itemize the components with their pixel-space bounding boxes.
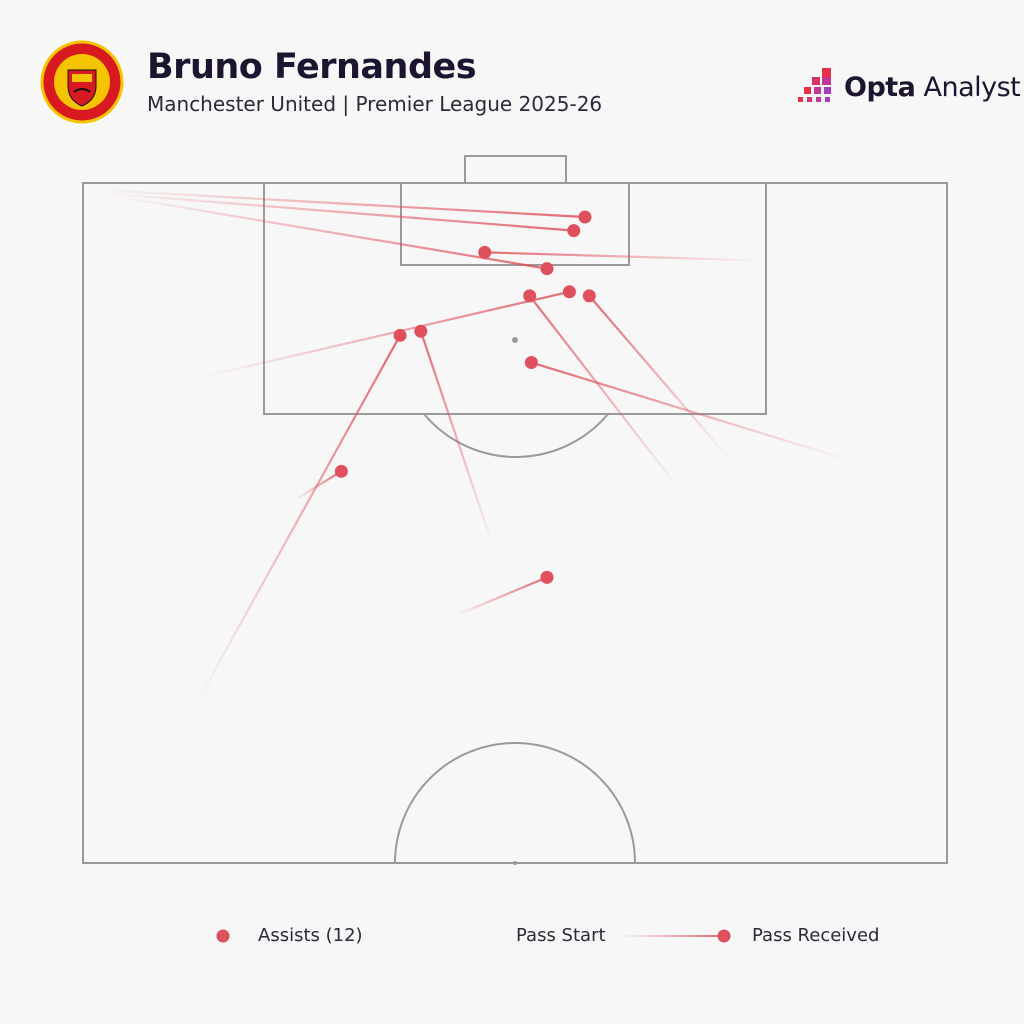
brand-light: Analyst bbox=[923, 71, 1021, 103]
opta-analyst-logo: Opta Analyst bbox=[798, 68, 1021, 106]
penalty-arc bbox=[423, 413, 609, 458]
pitch-outline bbox=[82, 182, 948, 864]
brand-bold: Opta bbox=[844, 71, 916, 103]
pass-received-dot bbox=[540, 570, 554, 584]
pass-received-dot bbox=[567, 224, 581, 238]
legend-assists-label: Assists (12) bbox=[258, 925, 363, 946]
pass-line bbox=[531, 361, 851, 462]
pass-line bbox=[109, 194, 548, 270]
penalty-spot bbox=[512, 337, 518, 343]
legend-pass-start-label: Pass Start bbox=[516, 925, 606, 946]
pass-line bbox=[484, 251, 761, 262]
pass-received-dot bbox=[478, 245, 492, 259]
page-title: Bruno Fernandes bbox=[147, 47, 477, 87]
pass-received-dot bbox=[393, 328, 407, 342]
goal bbox=[464, 155, 567, 184]
legend-pass-received-label: Pass Received bbox=[752, 925, 880, 946]
pass-line bbox=[95, 188, 586, 219]
pass-received-dot bbox=[523, 289, 537, 303]
pass-line bbox=[194, 334, 402, 706]
opta-pixel-icon bbox=[798, 68, 831, 102]
pass-received-dot bbox=[414, 324, 428, 338]
legend-pass-received-dot bbox=[717, 929, 731, 943]
pass-line bbox=[95, 191, 574, 232]
pass-line bbox=[294, 470, 342, 501]
pass-received-dot bbox=[578, 210, 592, 224]
pass-line bbox=[588, 295, 730, 459]
pass-received-dot bbox=[562, 285, 576, 299]
pass-line bbox=[419, 330, 495, 548]
pass-received-dot bbox=[540, 262, 554, 276]
penalty-box bbox=[263, 182, 767, 415]
pass-line bbox=[199, 290, 570, 379]
centre-spot bbox=[513, 861, 517, 865]
pass-received-dot bbox=[334, 464, 348, 478]
pass-received-dot bbox=[524, 356, 538, 370]
page-subtitle: Manchester United | Premier League 2025-… bbox=[147, 92, 603, 116]
centre-circle bbox=[394, 742, 636, 864]
pass-line bbox=[528, 295, 681, 492]
pass-received-dot bbox=[582, 289, 596, 303]
legend-assist-dot bbox=[216, 929, 230, 943]
manchester-united-crest-logo bbox=[40, 40, 124, 124]
pass-line bbox=[454, 576, 548, 617]
